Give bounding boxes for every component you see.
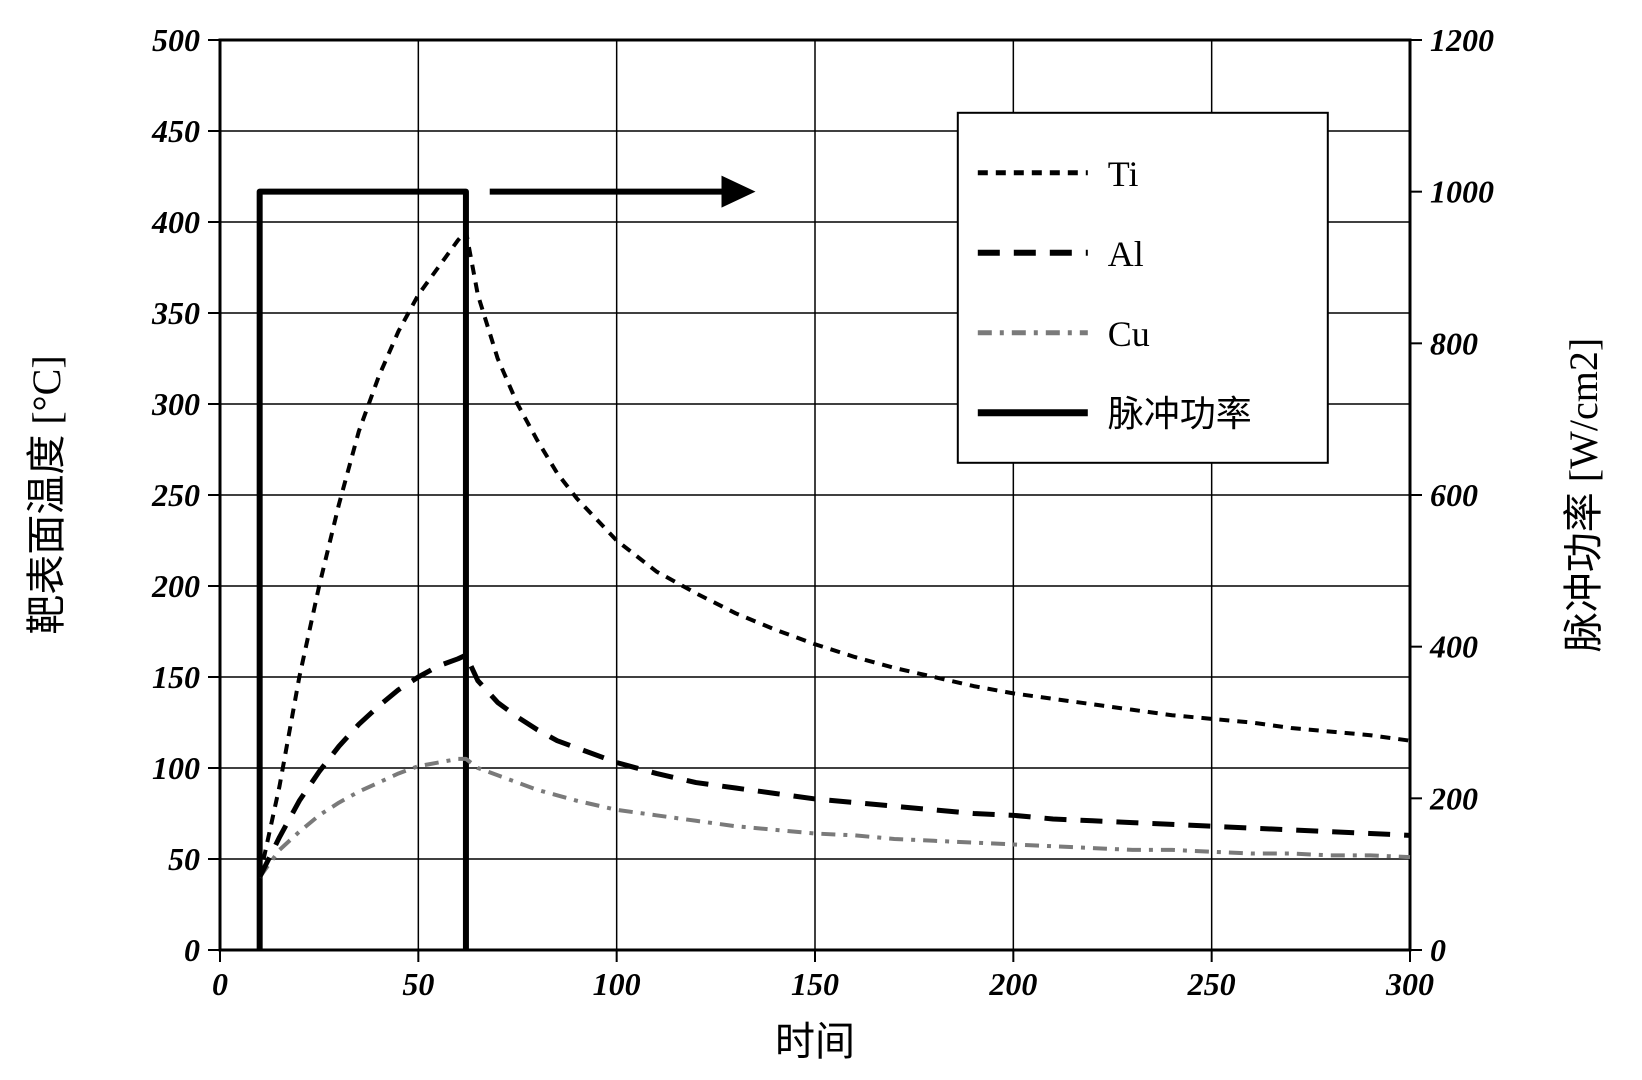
legend-label-pulse: 脉冲功率 <box>1108 394 1252 434</box>
svg-text:400: 400 <box>151 204 200 240</box>
svg-text:200: 200 <box>1429 780 1478 816</box>
svg-text:100: 100 <box>593 966 641 1002</box>
svg-text:0: 0 <box>1430 932 1446 968</box>
legend-label-ti: Ti <box>1108 154 1139 194</box>
svg-text:100: 100 <box>152 750 200 786</box>
svg-text:400: 400 <box>1429 629 1478 665</box>
legend-label-cu: Cu <box>1108 314 1150 354</box>
legend-label-al: Al <box>1108 234 1144 274</box>
svg-text:150: 150 <box>791 966 839 1002</box>
svg-text:1000: 1000 <box>1430 174 1494 210</box>
chart-container: 0501001502002503000501001502002503003504… <box>0 0 1642 1080</box>
x-axis-label: 时间 <box>775 1019 855 1064</box>
svg-text:200: 200 <box>988 966 1037 1002</box>
dual-axis-line-chart: 0501001502002503000501001502002503003504… <box>0 0 1642 1080</box>
svg-text:200: 200 <box>151 568 200 604</box>
svg-text:600: 600 <box>1430 477 1478 513</box>
y-right-axis-label: 脉冲功率 [W/cm2] <box>1561 338 1606 652</box>
svg-text:300: 300 <box>151 386 200 422</box>
svg-text:500: 500 <box>152 22 200 58</box>
svg-text:250: 250 <box>1187 966 1236 1002</box>
svg-text:50: 50 <box>168 841 200 877</box>
svg-text:250: 250 <box>151 477 200 513</box>
svg-text:0: 0 <box>184 932 200 968</box>
svg-text:450: 450 <box>151 113 200 149</box>
svg-text:350: 350 <box>151 295 200 331</box>
svg-text:800: 800 <box>1430 325 1478 361</box>
svg-text:1200: 1200 <box>1430 22 1494 58</box>
svg-text:150: 150 <box>152 659 200 695</box>
svg-text:0: 0 <box>212 966 228 1002</box>
svg-text:50: 50 <box>402 966 434 1002</box>
svg-text:300: 300 <box>1385 966 1434 1002</box>
y-left-axis-label: 靶表面温度 [°C] <box>24 355 69 634</box>
